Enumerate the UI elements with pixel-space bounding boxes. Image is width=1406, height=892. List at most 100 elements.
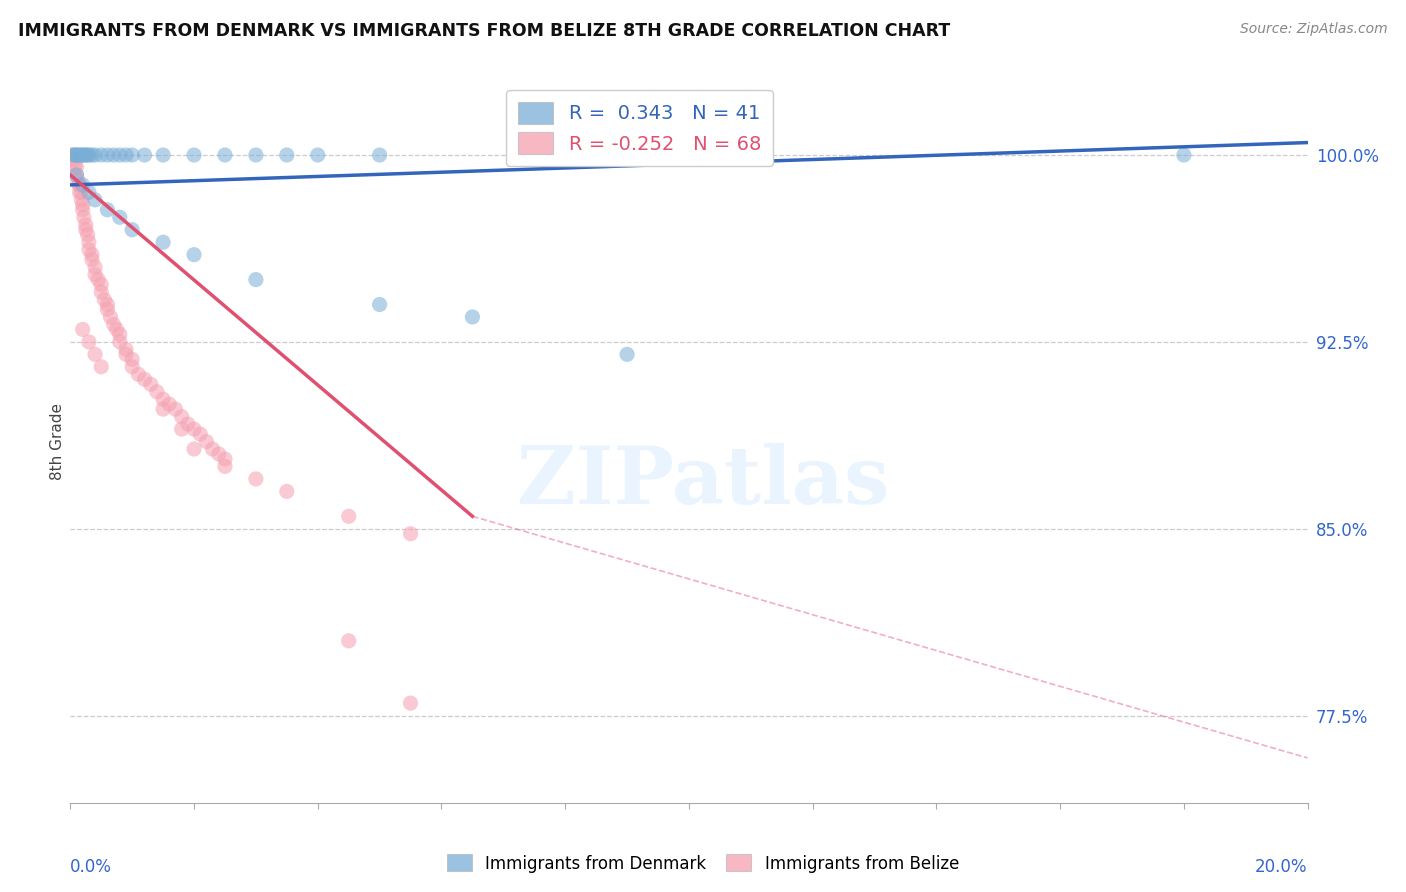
Point [152, 148, 174, 162]
Point [77, 243, 100, 257]
Point [368, 148, 391, 162]
Point [195, 434, 218, 449]
Point [183, 148, 205, 162]
Point [66, 148, 89, 162]
Point [208, 447, 231, 461]
Point [77, 235, 100, 250]
Point [69, 186, 91, 200]
Point [75, 148, 97, 162]
Point [337, 633, 360, 648]
Point [461, 310, 484, 324]
Point [183, 248, 205, 262]
Point [127, 368, 149, 382]
Point [115, 343, 138, 357]
Point [69, 148, 91, 162]
Point [70, 193, 93, 207]
Point [72, 202, 94, 217]
Point [134, 372, 156, 386]
Point [65, 148, 87, 162]
Point [100, 310, 122, 324]
Text: 20.0%: 20.0% [1256, 857, 1308, 876]
Point [84, 260, 107, 274]
Point [108, 327, 131, 342]
Point [152, 235, 174, 250]
Point [76, 227, 98, 242]
Point [70, 148, 93, 162]
Point [65, 161, 87, 175]
Point [115, 347, 138, 361]
Point [67, 178, 90, 192]
Point [139, 377, 162, 392]
Point [170, 409, 193, 424]
Point [121, 223, 143, 237]
Point [1173, 148, 1195, 162]
Point [66, 173, 89, 187]
Point [108, 148, 131, 162]
Legend: Immigrants from Denmark, Immigrants from Belize: Immigrants from Denmark, Immigrants from… [440, 847, 966, 880]
Point [188, 427, 211, 442]
Point [73, 211, 96, 225]
Point [90, 148, 112, 162]
Point [84, 193, 107, 207]
Point [121, 352, 143, 367]
Point [121, 148, 143, 162]
Point [177, 417, 200, 431]
Point [103, 318, 125, 332]
Point [69, 178, 91, 192]
Point [62, 148, 84, 162]
Legend: R =  0.343   N = 41, R = -0.252   N = 68: R = 0.343 N = 41, R = -0.252 N = 68 [506, 90, 772, 166]
Point [84, 148, 107, 162]
Point [165, 402, 187, 417]
Point [146, 384, 169, 399]
Point [90, 359, 112, 374]
Point [65, 148, 87, 162]
Point [170, 422, 193, 436]
Point [616, 347, 638, 361]
Point [115, 148, 138, 162]
Point [96, 202, 118, 217]
Point [152, 402, 174, 417]
Point [399, 526, 422, 541]
Point [77, 148, 100, 162]
Point [245, 148, 267, 162]
Point [80, 148, 103, 162]
Point [65, 158, 87, 172]
Point [73, 148, 96, 162]
Point [368, 297, 391, 311]
Text: ZIPatlas: ZIPatlas [517, 442, 889, 521]
Point [62, 148, 84, 162]
Point [183, 422, 205, 436]
Point [214, 148, 236, 162]
Point [276, 484, 298, 499]
Point [108, 211, 131, 225]
Point [80, 252, 103, 267]
Point [90, 285, 112, 299]
Y-axis label: 8th Grade: 8th Grade [49, 403, 65, 480]
Point [183, 442, 205, 456]
Point [80, 248, 103, 262]
Point [63, 153, 86, 167]
Point [157, 397, 180, 411]
Point [121, 359, 143, 374]
Point [76, 148, 98, 162]
Point [152, 392, 174, 407]
Point [75, 218, 97, 232]
Point [201, 442, 224, 456]
Point [245, 472, 267, 486]
Point [93, 293, 115, 307]
Point [108, 334, 131, 349]
Point [65, 168, 87, 182]
Text: 0.0%: 0.0% [70, 857, 112, 876]
Point [337, 509, 360, 524]
Point [90, 277, 112, 292]
Point [96, 148, 118, 162]
Point [84, 268, 107, 282]
Point [214, 459, 236, 474]
Point [276, 148, 298, 162]
Point [70, 186, 93, 200]
Point [60, 148, 83, 162]
Point [84, 347, 107, 361]
Point [105, 322, 128, 336]
Point [214, 452, 236, 467]
Text: Source: ZipAtlas.com: Source: ZipAtlas.com [1240, 22, 1388, 37]
